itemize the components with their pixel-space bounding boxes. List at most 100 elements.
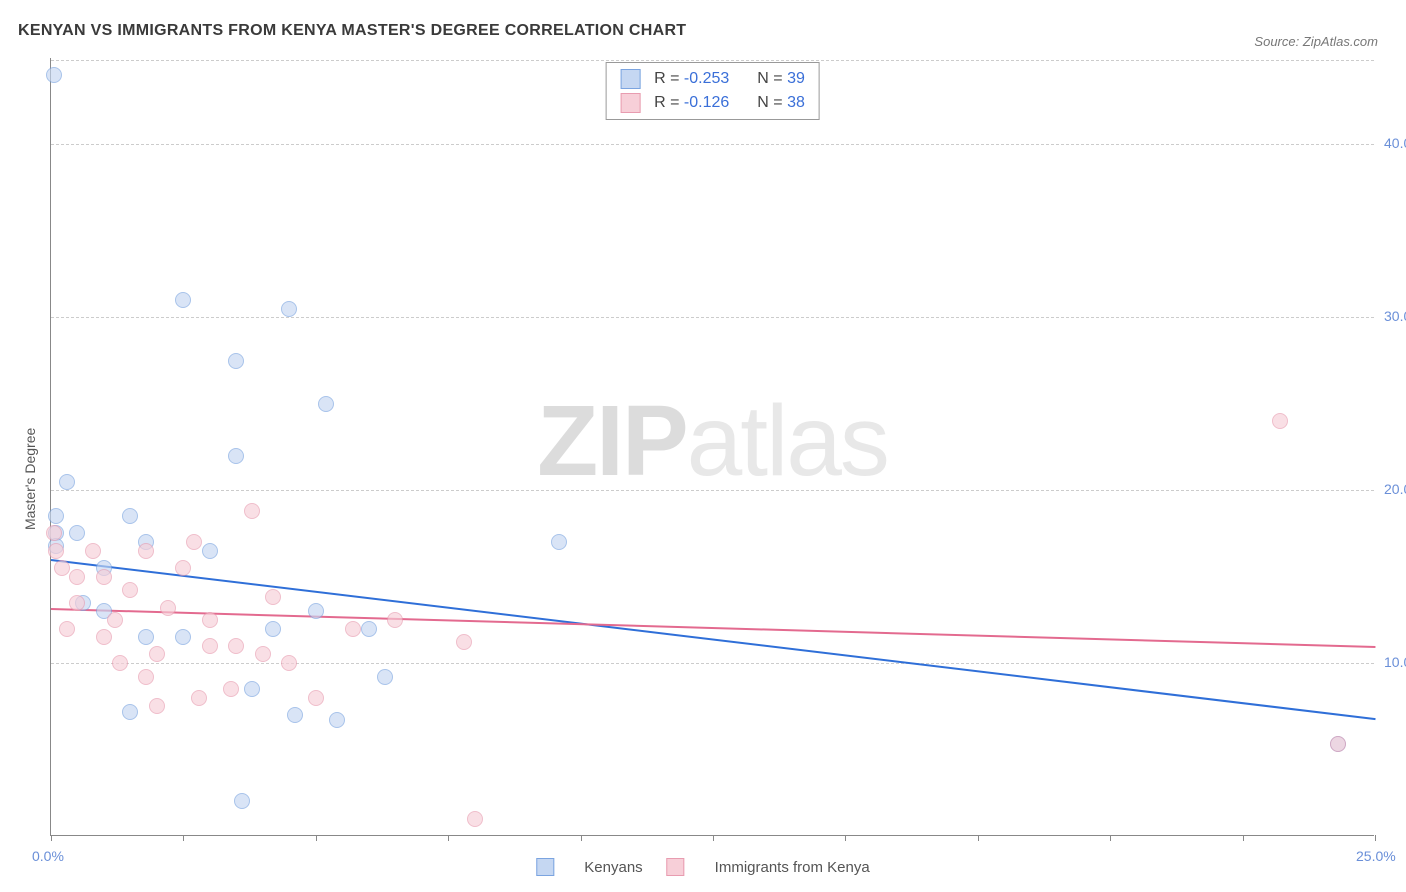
scatter-point bbox=[345, 621, 361, 637]
scatter-point bbox=[329, 712, 345, 728]
x-tick-label: 25.0% bbox=[1356, 848, 1396, 864]
scatter-point bbox=[69, 569, 85, 585]
scatter-point bbox=[202, 638, 218, 654]
source-label: Source: bbox=[1254, 34, 1299, 49]
scatter-point bbox=[308, 690, 324, 706]
scatter-point bbox=[202, 612, 218, 628]
r-label: R = -0.253 bbox=[654, 67, 729, 91]
source-attribution: Source: ZipAtlas.com bbox=[1254, 34, 1378, 49]
scatter-point bbox=[48, 508, 64, 524]
scatter-point bbox=[54, 560, 70, 576]
scatter-point bbox=[467, 811, 483, 827]
x-tick bbox=[51, 835, 52, 841]
scatter-point bbox=[46, 525, 62, 541]
scatter-point bbox=[59, 621, 75, 637]
gridline bbox=[51, 490, 1374, 491]
scatter-point bbox=[456, 634, 472, 650]
scatter-point bbox=[265, 589, 281, 605]
watermark-zip: ZIP bbox=[537, 384, 687, 496]
legend-swatch bbox=[620, 69, 640, 89]
scatter-point bbox=[46, 67, 62, 83]
scatter-point bbox=[175, 629, 191, 645]
scatter-point bbox=[308, 603, 324, 619]
scatter-point bbox=[318, 396, 334, 412]
gridline bbox=[51, 317, 1374, 318]
x-tick bbox=[1110, 835, 1111, 841]
scatter-point bbox=[138, 629, 154, 645]
scatter-point bbox=[228, 353, 244, 369]
scatter-point bbox=[175, 560, 191, 576]
scatter-point bbox=[1330, 736, 1346, 752]
scatter-point bbox=[234, 793, 250, 809]
x-tick bbox=[183, 835, 184, 841]
source-site: ZipAtlas.com bbox=[1303, 34, 1378, 49]
scatter-point bbox=[281, 655, 297, 671]
scatter-point bbox=[361, 621, 377, 637]
scatter-point bbox=[191, 690, 207, 706]
r-label: R = -0.126 bbox=[654, 91, 729, 115]
x-tick bbox=[713, 835, 714, 841]
x-tick bbox=[845, 835, 846, 841]
x-tick bbox=[1375, 835, 1376, 841]
scatter-point bbox=[387, 612, 403, 628]
correlation-legend-box: R = -0.253 N = 39 R = -0.126 N = 38 bbox=[605, 62, 820, 120]
x-tick bbox=[448, 835, 449, 841]
n-label: N = 39 bbox=[757, 67, 805, 91]
scatter-point bbox=[175, 292, 191, 308]
legend-swatch bbox=[667, 858, 685, 876]
scatter-point bbox=[112, 655, 128, 671]
gridline bbox=[51, 663, 1374, 664]
watermark-atlas: atlas bbox=[687, 384, 888, 496]
scatter-point bbox=[223, 681, 239, 697]
scatter-point bbox=[228, 448, 244, 464]
watermark: ZIPatlas bbox=[537, 383, 888, 498]
y-axis-title: Master's Degree bbox=[22, 428, 38, 530]
scatter-point bbox=[244, 681, 260, 697]
scatter-point bbox=[149, 646, 165, 662]
scatter-point bbox=[122, 508, 138, 524]
scatter-point bbox=[149, 698, 165, 714]
gridline bbox=[51, 60, 1374, 61]
scatter-point bbox=[69, 595, 85, 611]
scatter-point bbox=[1272, 413, 1288, 429]
x-tick-label: 0.0% bbox=[32, 848, 64, 864]
scatter-point bbox=[96, 629, 112, 645]
y-tick-label: 30.0% bbox=[1384, 308, 1406, 324]
legend-label: Kenyans bbox=[584, 859, 642, 876]
scatter-point bbox=[377, 669, 393, 685]
y-tick-label: 20.0% bbox=[1384, 481, 1406, 497]
x-tick bbox=[581, 835, 582, 841]
y-tick-label: 40.0% bbox=[1384, 135, 1406, 151]
legend-label: Immigrants from Kenya bbox=[715, 859, 870, 876]
scatter-point bbox=[85, 543, 101, 559]
legend-swatch bbox=[536, 858, 554, 876]
trend-line bbox=[51, 608, 1375, 648]
scatter-point bbox=[255, 646, 271, 662]
x-tick bbox=[316, 835, 317, 841]
scatter-point bbox=[69, 525, 85, 541]
scatter-point bbox=[265, 621, 281, 637]
scatter-point bbox=[160, 600, 176, 616]
scatter-point bbox=[122, 704, 138, 720]
legend-swatch bbox=[620, 93, 640, 113]
y-tick-label: 10.0% bbox=[1384, 654, 1406, 670]
scatter-point bbox=[107, 612, 123, 628]
scatter-point bbox=[122, 582, 138, 598]
scatter-point bbox=[138, 543, 154, 559]
scatter-point bbox=[551, 534, 567, 550]
x-tick bbox=[978, 835, 979, 841]
scatter-point bbox=[59, 474, 75, 490]
x-tick bbox=[1243, 835, 1244, 841]
n-label: N = 38 bbox=[757, 91, 805, 115]
scatter-point bbox=[287, 707, 303, 723]
bottom-legend: Kenyans Immigrants from Kenya bbox=[536, 858, 869, 876]
scatter-point bbox=[186, 534, 202, 550]
scatter-point bbox=[138, 669, 154, 685]
scatter-plot-area: ZIPatlas R = -0.253 N = 39 R = -0.126 N = 3… bbox=[50, 58, 1374, 836]
scatter-point bbox=[202, 543, 218, 559]
scatter-point bbox=[281, 301, 297, 317]
gridline bbox=[51, 144, 1374, 145]
scatter-point bbox=[228, 638, 244, 654]
correlation-row: R = -0.253 N = 39 bbox=[620, 67, 805, 91]
scatter-point bbox=[244, 503, 260, 519]
